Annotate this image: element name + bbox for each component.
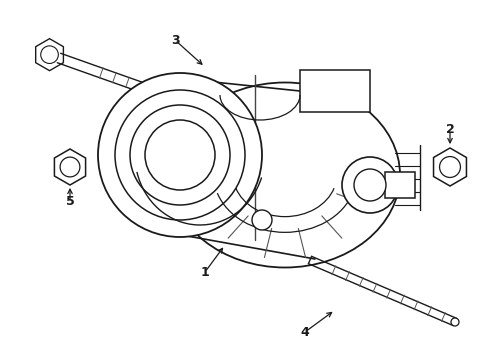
Ellipse shape xyxy=(170,82,399,267)
Circle shape xyxy=(145,120,215,190)
Text: 4: 4 xyxy=(300,325,309,338)
Circle shape xyxy=(98,73,262,237)
Circle shape xyxy=(450,318,458,326)
Circle shape xyxy=(251,210,271,230)
Polygon shape xyxy=(36,39,63,71)
Circle shape xyxy=(115,90,244,220)
Polygon shape xyxy=(224,195,309,245)
Circle shape xyxy=(341,157,397,213)
Bar xyxy=(299,70,369,112)
Text: 5: 5 xyxy=(65,195,74,208)
FancyBboxPatch shape xyxy=(384,172,414,198)
Text: 1: 1 xyxy=(200,265,209,279)
Polygon shape xyxy=(433,148,466,186)
Text: 3: 3 xyxy=(170,33,179,46)
Circle shape xyxy=(130,105,229,205)
Polygon shape xyxy=(54,149,85,185)
Circle shape xyxy=(353,169,385,201)
Text: 2: 2 xyxy=(445,123,453,136)
